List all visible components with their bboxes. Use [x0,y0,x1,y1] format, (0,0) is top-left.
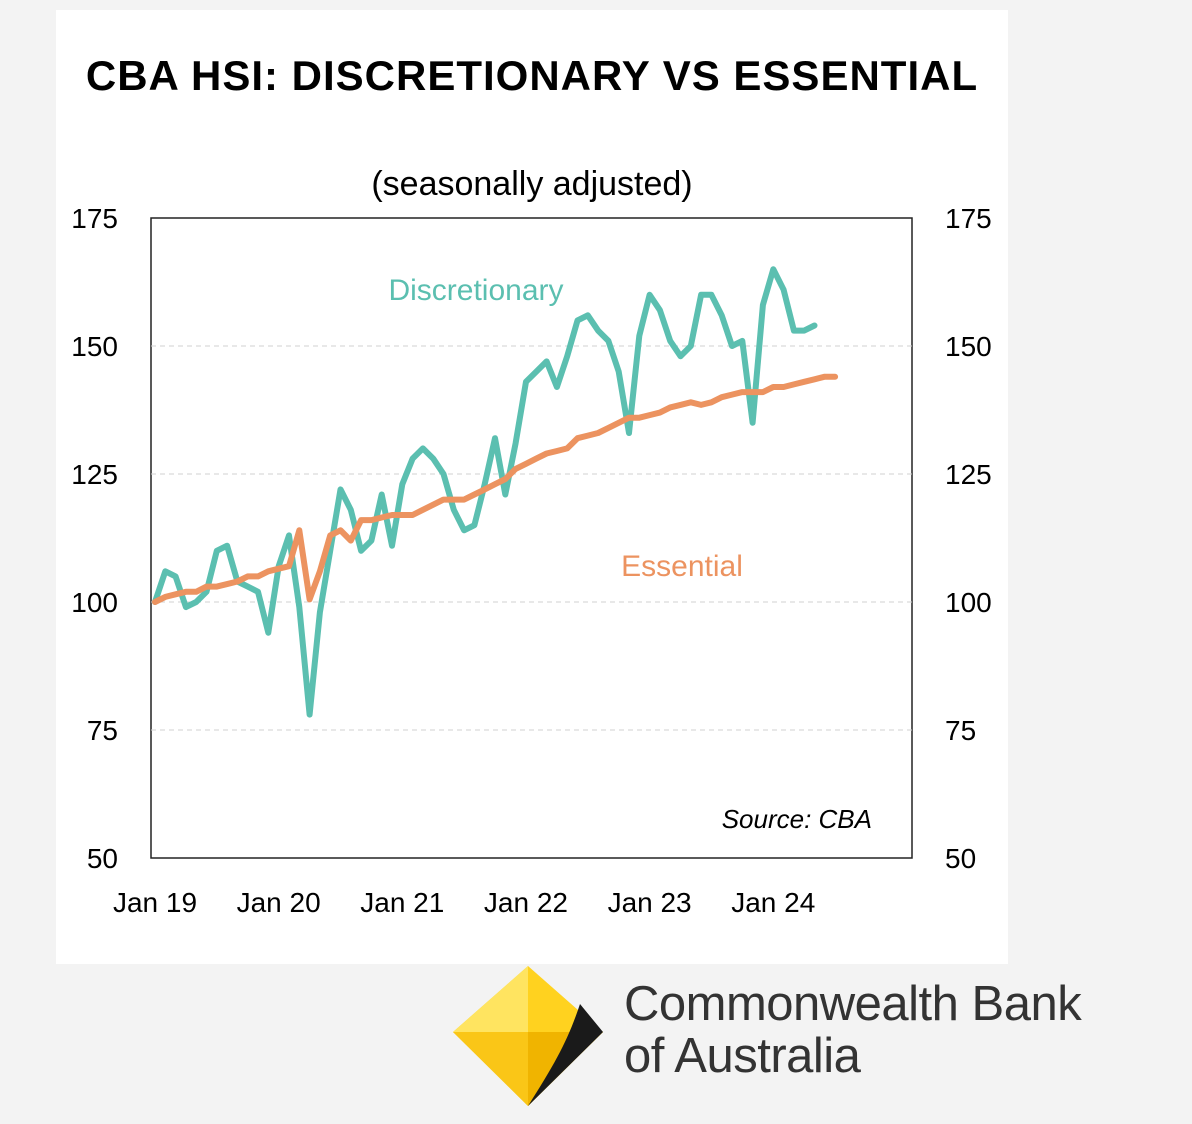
chart-card [56,10,1008,964]
y-tick-left-75: 75 [87,715,118,746]
y-axis-left: 175 150 125 100 75 50 [71,203,118,874]
y-tick-left-100: 100 [71,587,118,618]
logo-line-2: of Australia [624,1029,861,1083]
y-tick-left-150: 150 [71,331,118,362]
y-axis-right: 175 150 125 100 75 50 [945,203,992,874]
x-axis: Jan 19 Jan 20 Jan 21 Jan 22 Jan 23 Jan 24 [113,887,815,918]
series-line-essential [152,373,839,605]
x-tick-jan-23: Jan 23 [608,887,692,918]
commbank-logo-text: Commonwealth Bank of Australia [624,977,1082,1083]
gridlines [151,345,912,731]
y-tick-left-50: 50 [87,843,118,874]
source-note: Source: CBA [722,804,872,834]
commbank-diamond-icon [453,966,603,1106]
chart-title: CBA HSI: DISCRETIONARY VS ESSENTIAL [85,52,979,99]
x-tick-jan-22: Jan 22 [484,887,568,918]
x-tick-jan-21: Jan 21 [360,887,444,918]
x-tick-jan-19: Jan 19 [113,887,197,918]
chart-subtitle: (seasonally adjusted) [371,165,693,203]
x-tick-jan-20: Jan 20 [237,887,321,918]
y-tick-right-175: 175 [945,203,992,234]
series-line-discretionary [152,266,818,718]
series-lines [152,266,839,718]
y-tick-right-150: 150 [945,331,992,362]
x-tick-jan-24: Jan 24 [731,887,815,918]
y-tick-right-50: 50 [945,843,976,874]
y-tick-left-125: 125 [71,459,118,490]
y-tick-right-75: 75 [945,715,976,746]
y-tick-left-175: 175 [71,203,118,234]
y-tick-right-125: 125 [945,459,992,490]
series-label-discretionary: Discretionary [388,274,563,307]
series-label-essential: Essential [621,550,743,583]
plot-area-frame [150,217,913,859]
y-tick-right-100: 100 [945,587,992,618]
logo-line-1: Commonwealth Bank [624,977,1082,1031]
